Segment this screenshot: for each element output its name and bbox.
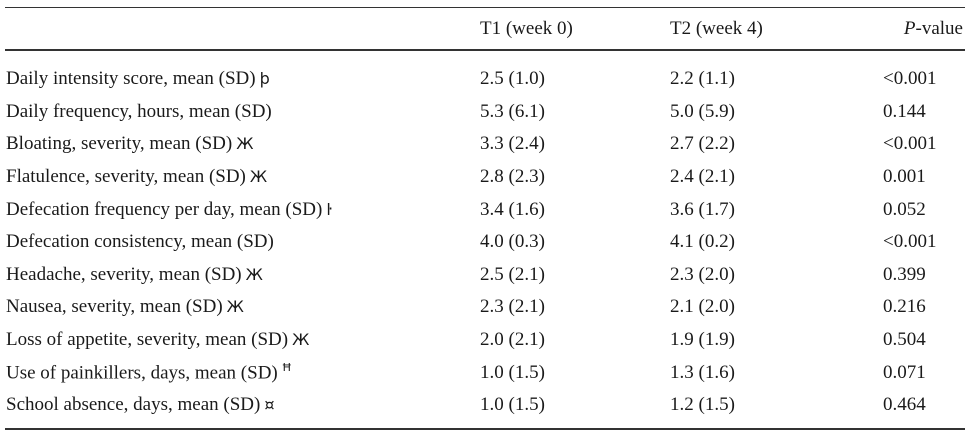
row-label-cell: School absence, days, mean (SD) ¤ (5, 389, 480, 422)
t2-value: 2.2 (1.1) (670, 68, 735, 90)
t2-value: 2.4 (2.1) (670, 166, 735, 188)
p-value: 0.464 (883, 394, 926, 416)
t2-value: 3.6 (1.7) (670, 198, 735, 220)
footnote-mark: þ (259, 69, 270, 89)
table-header-rule (5, 49, 965, 51)
row-label: Flatulence, severity, mean (SD) (6, 166, 246, 188)
header-p-rest: -value (915, 17, 963, 39)
t1-value: 4.0 (0.3) (480, 231, 545, 253)
header-t1: T1 (week 0) (480, 17, 573, 39)
footnote-mark: Ж (249, 167, 268, 187)
t1-value: 2.3 (2.1) (480, 296, 545, 318)
t2-value: 1.2 (1.5) (670, 394, 735, 416)
table-header-row: T1 (week 0) T2 (week 4) P-value (5, 8, 965, 49)
t2-value: 2.1 (2.0) (670, 296, 735, 318)
header-p-value: P-value (880, 8, 965, 49)
table-row: Nausea, severity, mean (SD) Ж 2.3 (2.1) 2… (5, 291, 965, 324)
header-variable (5, 8, 480, 49)
table-bottom-rule (5, 428, 965, 430)
footnote-mark: ¤ (264, 395, 275, 415)
row-label: School absence, days, mean (SD) (6, 394, 261, 416)
row-label: Bloating, severity, mean (SD) (6, 133, 233, 155)
p-value: 0.399 (883, 263, 926, 285)
row-label: Use of painkillers, days, mean (SD) (6, 362, 278, 384)
header-t2: T2 (week 4) (670, 17, 763, 39)
table-row: Headache, severity, mean (SD) Ж 2.5 (2.1)… (5, 259, 965, 292)
table-row: School absence, days, mean (SD) ¤ 1.0 (1.… (5, 389, 965, 422)
row-label-cell: Flatulence, severity, mean (SD) Ж (5, 161, 480, 194)
row-label-cell: Defecation consistency, mean (SD) (5, 226, 480, 259)
p-value: 0.504 (883, 329, 926, 351)
t1-value: 1.0 (1.5) (480, 361, 545, 383)
p-value: 0.001 (883, 166, 926, 188)
t2-value: 1.9 (1.9) (670, 329, 735, 351)
row-label-cell: Daily intensity score, mean (SD) þ (5, 49, 480, 96)
p-value: <0.001 (883, 133, 937, 155)
table-row: Daily intensity score, mean (SD) þ 2.5 (1… (5, 49, 965, 96)
t2-value: 5.0 (5.9) (670, 100, 735, 122)
results-table: T1 (week 0) T2 (week 4) P-value Daily in… (5, 8, 965, 422)
table-row: Use of painkillers, days, mean (SD) Ħ 1.0… (5, 356, 965, 389)
footnote-mark: Ж (236, 134, 254, 154)
t1-value: 2.5 (1.0) (480, 68, 545, 90)
row-label-cell: Headache, severity, mean (SD) Ж (5, 259, 480, 292)
row-label-cell: Defecation frequency per day, mean (SD) ŀ (5, 193, 480, 226)
table-row: Flatulence, severity, mean (SD) Ж 2.8 (2.… (5, 161, 965, 194)
table-row: Loss of appetite, severity, mean (SD) Ж 2… (5, 324, 965, 357)
row-label: Daily intensity score, mean (SD) (6, 68, 256, 90)
footnote-mark: Ħ (281, 360, 292, 374)
t1-value: 1.0 (1.5) (480, 394, 545, 416)
header-p-italic: P (903, 17, 916, 39)
row-label-cell: Use of painkillers, days, mean (SD) Ħ (5, 356, 480, 389)
p-value: 0.052 (883, 198, 926, 220)
p-value: 0.071 (883, 361, 926, 383)
t2-value: 2.3 (2.0) (670, 263, 735, 285)
footnote-mark: ŀ (326, 199, 332, 219)
table-top-rule (5, 7, 965, 8)
row-label: Defecation consistency, mean (SD) (6, 231, 274, 253)
table-row: Daily frequency, hours, mean (SD) 5.3 (6… (5, 96, 965, 129)
footnote-mark: Ж (245, 264, 263, 284)
table-row: Defecation consistency, mean (SD) 4.0 (0… (5, 226, 965, 259)
t1-value: 3.3 (2.4) (480, 133, 545, 155)
t1-value: 2.8 (2.3) (480, 166, 545, 188)
t2-value: 2.7 (2.2) (670, 133, 735, 155)
row-label: Headache, severity, mean (SD) (6, 263, 242, 285)
footnote-mark: Ж (226, 297, 244, 317)
table-row: Defecation frequency per day, mean (SD) ŀ… (5, 193, 965, 226)
row-label-cell: Daily frequency, hours, mean (SD) (5, 96, 480, 129)
p-value: 0.216 (883, 296, 926, 318)
row-label: Loss of appetite, severity, mean (SD) (6, 329, 289, 351)
t2-value: 1.3 (1.6) (670, 361, 735, 383)
row-label: Daily frequency, hours, mean (SD) (6, 100, 272, 122)
t1-value: 2.0 (2.1) (480, 329, 545, 351)
t1-value: 5.3 (6.1) (480, 100, 545, 122)
p-value: <0.001 (883, 231, 937, 253)
table-row: Bloating, severity, mean (SD) Ж 3.3 (2.4)… (5, 128, 965, 161)
p-value: 0.144 (883, 100, 926, 122)
row-label-cell: Nausea, severity, mean (SD) Ж (5, 291, 480, 324)
row-label: Nausea, severity, mean (SD) (6, 296, 223, 318)
row-label-cell: Bloating, severity, mean (SD) Ж (5, 128, 480, 161)
row-label-cell: Loss of appetite, severity, mean (SD) Ж (5, 324, 480, 357)
footnote-mark: Ж (292, 330, 310, 350)
t2-value: 4.1 (0.2) (670, 231, 735, 253)
row-label: Defecation frequency per day, mean (SD) (6, 198, 323, 220)
p-value: <0.001 (883, 68, 937, 90)
t1-value: 3.4 (1.6) (480, 198, 545, 220)
t1-value: 2.5 (2.1) (480, 263, 545, 285)
